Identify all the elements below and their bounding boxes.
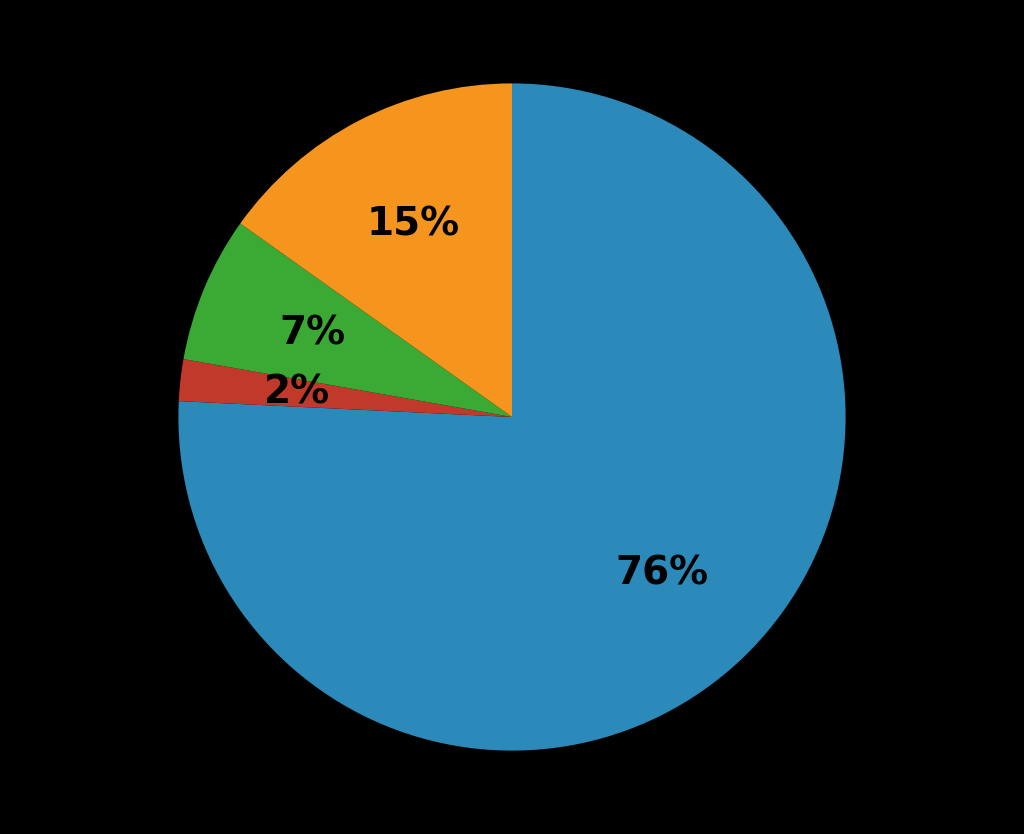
Text: 15%: 15% <box>366 205 459 244</box>
Wedge shape <box>178 83 846 751</box>
Text: 7%: 7% <box>279 314 345 352</box>
Wedge shape <box>179 359 512 417</box>
Wedge shape <box>183 224 512 417</box>
Text: 76%: 76% <box>615 555 709 593</box>
Text: 2%: 2% <box>263 374 330 412</box>
Wedge shape <box>241 83 512 417</box>
